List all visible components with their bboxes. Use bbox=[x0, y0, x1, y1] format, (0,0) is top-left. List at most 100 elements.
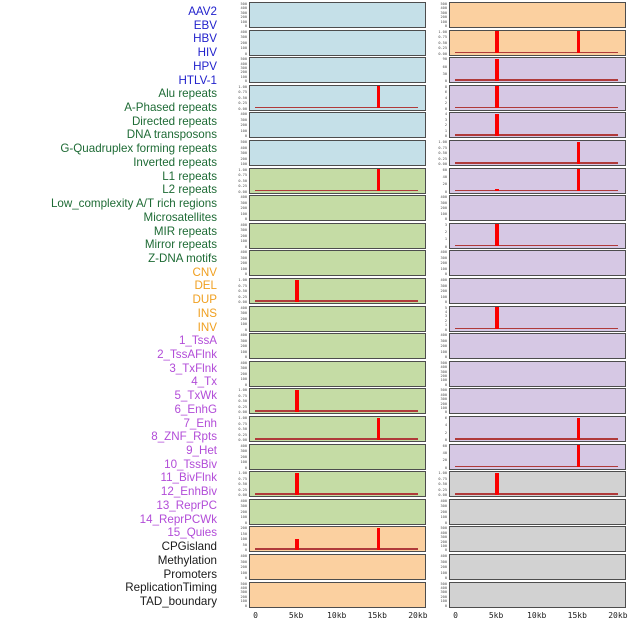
y-tick-label: 0 bbox=[444, 383, 447, 387]
track-panel: 500 400 300 200 100 0 bbox=[241, 581, 426, 608]
track-panel: 1.00 0.75 0.50 0.25 0.00 bbox=[238, 167, 426, 194]
y-tick-label: 400 bbox=[440, 554, 448, 559]
y-tick-label: 0 bbox=[444, 355, 447, 360]
row-label-4-tx: 4_Tx bbox=[191, 375, 217, 389]
y-tick-label: 400 bbox=[240, 333, 248, 338]
row-label-11-bivflnk: 11_BivFlnk bbox=[160, 471, 218, 485]
y-tick-label: 0.50 bbox=[238, 482, 247, 487]
track-panel: 400 300 200 100 0 bbox=[241, 195, 426, 222]
y-tick-label: 500 bbox=[240, 581, 248, 586]
x-tick-label: 20kb bbox=[408, 611, 428, 621]
plot-area bbox=[250, 527, 425, 551]
y-tick-label: 100 bbox=[240, 129, 248, 134]
y-tick-label: 300 bbox=[240, 11, 248, 15]
track-panel: 400 300 200 100 0 bbox=[241, 554, 426, 580]
y-tick-label: 400 bbox=[240, 145, 248, 150]
y-tick-label: 100 bbox=[240, 349, 248, 354]
y-tick-label: 0.25 bbox=[238, 487, 247, 492]
y-tick-label: 100 bbox=[240, 239, 248, 244]
row-label-l1-repeats: L1 repeats bbox=[162, 169, 217, 183]
plot-area bbox=[250, 307, 425, 331]
y-tick-label: 500 bbox=[240, 57, 248, 62]
y-tick-label: 100 bbox=[440, 267, 448, 272]
y-tick-label: 0 bbox=[444, 603, 447, 608]
y-tick-label: 2 bbox=[444, 101, 447, 106]
plot-area bbox=[450, 307, 625, 331]
y-tick-label: 0.50 bbox=[438, 40, 447, 45]
data-spike bbox=[495, 189, 499, 192]
track-panel: 400 300 200 100 0 bbox=[241, 443, 426, 470]
row-label-g-quadruplex-forming-repeats: G-Quadruplex forming repeats bbox=[60, 142, 217, 156]
y-tick-label: 0 bbox=[244, 24, 247, 29]
row-label-del: DEL bbox=[194, 279, 217, 293]
x-axis: 0 5kb 10kb 15kb 20kb bbox=[433, 611, 627, 630]
y-tick-label: 1.00 bbox=[238, 85, 247, 89]
y-tick-label: 2 bbox=[444, 230, 447, 235]
y-tick-label: 3 bbox=[444, 314, 447, 319]
y-tick-label: 100 bbox=[240, 211, 248, 216]
baseline-track bbox=[255, 106, 418, 109]
data-spike bbox=[576, 169, 580, 192]
plot-area bbox=[450, 169, 625, 193]
plot-area bbox=[250, 417, 425, 441]
y-tick-label: 0.25 bbox=[238, 432, 247, 437]
y-tick-label: 100 bbox=[240, 322, 248, 327]
y-tick-label: 200 bbox=[440, 565, 448, 570]
y-tick-label: 2 bbox=[444, 430, 447, 435]
y-tick-label: 0.75 bbox=[238, 394, 247, 399]
y-tick-label: 0 bbox=[244, 465, 247, 470]
row-label-aav2: AAV2 bbox=[188, 5, 217, 18]
baseline-track bbox=[455, 161, 618, 164]
y-tick-label: 6 bbox=[444, 90, 447, 95]
y-tick-label: 0.00 bbox=[238, 107, 247, 111]
row-label-1-tssa: 1_TssA bbox=[178, 334, 217, 348]
y-tick-label: 0.75 bbox=[238, 90, 247, 95]
baseline-track bbox=[455, 51, 618, 54]
data-spike bbox=[295, 538, 299, 550]
y-tick-label: 100 bbox=[440, 378, 448, 383]
plot-area bbox=[450, 113, 625, 137]
row-label-promoters: Promoters bbox=[163, 567, 217, 581]
y-tick-label: 400 bbox=[240, 6, 248, 11]
plot-area bbox=[450, 196, 625, 220]
y-tick-label: 4 bbox=[444, 310, 447, 315]
row-label-10-tssbiv: 10_TssBiv bbox=[164, 457, 217, 471]
x-tick-label: 0 bbox=[453, 611, 458, 621]
y-tick-label: 0.50 bbox=[238, 178, 247, 183]
y-tick-label: 0 bbox=[444, 24, 447, 29]
y-tick-label: 20 bbox=[442, 458, 447, 463]
y-tick-label: 0 bbox=[244, 272, 247, 277]
y-tick-label: 0.25 bbox=[238, 101, 247, 106]
data-spike bbox=[376, 527, 380, 550]
track-panel: 90 60 30 0 bbox=[443, 57, 626, 84]
data-spike bbox=[576, 417, 580, 440]
y-tick-label: 4 bbox=[444, 96, 447, 100]
y-tick-label: 0.00 bbox=[238, 438, 247, 443]
plot-area bbox=[250, 500, 425, 524]
data-spike bbox=[495, 31, 499, 54]
track-panel: 60 40 20 0 bbox=[443, 167, 626, 194]
x-tick-label: 0 bbox=[253, 611, 258, 621]
y-tick-label: 0.75 bbox=[238, 476, 247, 481]
y-tick-label: 0 bbox=[444, 134, 447, 139]
y-tick-label: 400 bbox=[440, 392, 448, 397]
y-tick-label: 0.75 bbox=[238, 421, 247, 426]
y-tick-label: 0 bbox=[444, 107, 447, 111]
y-tick-label: 400 bbox=[240, 112, 248, 117]
row-label-htlv-1: HTLV-1 bbox=[178, 73, 217, 87]
y-tick-label: 0 bbox=[444, 217, 447, 222]
y-tick-label: 0 bbox=[244, 217, 247, 222]
y-tick-label: 0.00 bbox=[438, 162, 447, 167]
y-tick-label: 0 bbox=[244, 576, 247, 581]
y-tick-label: 400 bbox=[240, 554, 248, 559]
y-tick-label: 0.00 bbox=[238, 300, 247, 305]
plot-area bbox=[250, 472, 425, 496]
row-label-9-het: 9_Het bbox=[186, 444, 217, 458]
plot-area bbox=[450, 251, 625, 275]
y-tick-label: 0.25 bbox=[238, 405, 247, 410]
row-label-7-enh: 7_Enh bbox=[183, 416, 217, 430]
y-tick-label: 400 bbox=[240, 586, 248, 591]
y-tick-label: 0.25 bbox=[238, 184, 247, 189]
plot-area bbox=[450, 472, 625, 496]
y-tick-label: 100 bbox=[240, 377, 248, 382]
